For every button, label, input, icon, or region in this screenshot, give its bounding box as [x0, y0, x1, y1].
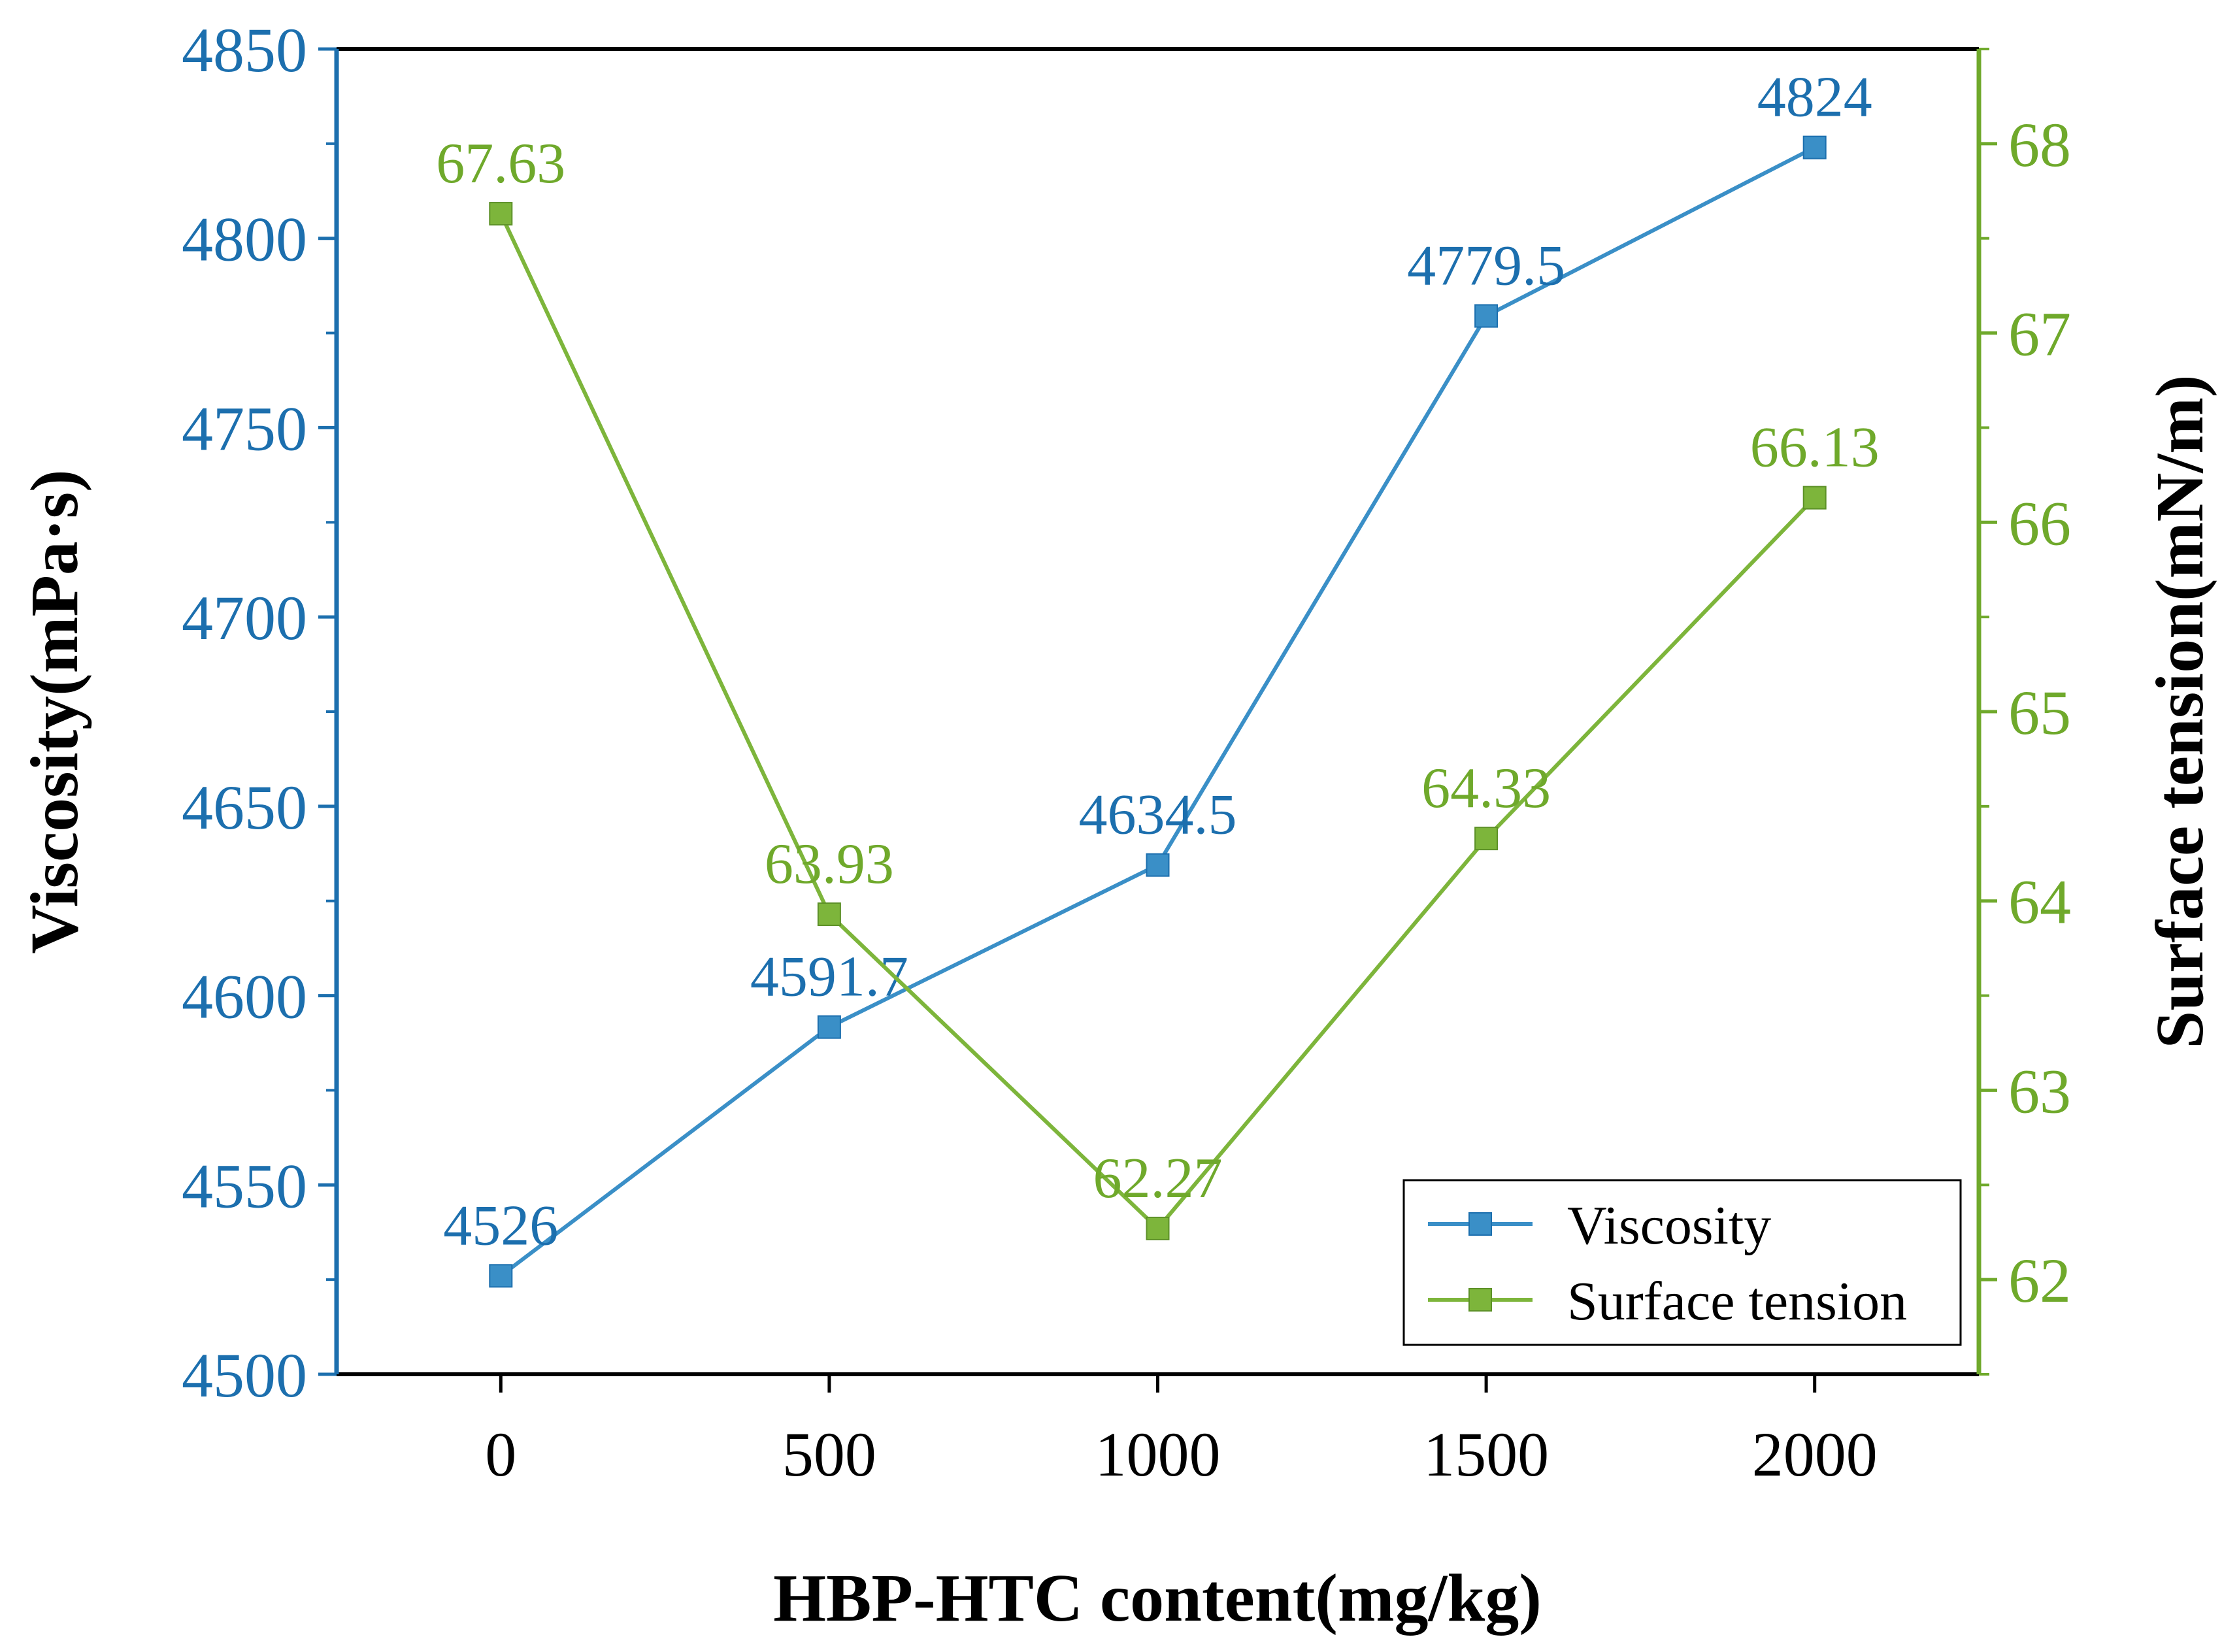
- legend-label-surface-tension: Surface tension: [1567, 1271, 1907, 1332]
- left-y-axis-ticks: 4500 4550 4600 4650 4700 4750 4800 4850: [182, 15, 337, 1410]
- left-y-tick-label: 4800: [182, 205, 307, 274]
- left-y-tick-label: 4750: [182, 393, 307, 463]
- right-y-tick-label: 63: [2008, 1056, 2071, 1126]
- x-tick-label: 0: [485, 1419, 516, 1489]
- series-line-viscosity: [499, 145, 1816, 1278]
- right-y-tick-label: 67: [2008, 299, 2071, 369]
- data-label-viscosity: 4591.7: [750, 946, 908, 1009]
- legend-marker-viscosity: [1468, 1212, 1492, 1236]
- legend-label-viscosity: Viscosity: [1567, 1195, 1771, 1256]
- data-point-surface-tension: [817, 902, 841, 926]
- data-point-surface-tension: [1146, 1216, 1170, 1240]
- legend-marker-surface-tension: [1468, 1288, 1492, 1312]
- data-label-surface-tension: 66.13: [1750, 416, 1880, 480]
- left-y-axis-title: Viscosity(mPa·s): [17, 469, 92, 953]
- legend-box: [1402, 1179, 1962, 1346]
- right-y-tick-label: 62: [2008, 1246, 2071, 1315]
- left-y-tick-label: 4650: [182, 772, 307, 842]
- data-point-surface-tension: [489, 202, 513, 226]
- data-point-viscosity: [817, 1015, 841, 1039]
- data-label-viscosity: 4526: [443, 1194, 558, 1257]
- right-y-tick-label: 68: [2008, 110, 2071, 180]
- legend: Viscosity Surface tension: [1402, 1179, 1962, 1346]
- data-point-viscosity: [1474, 304, 1499, 328]
- data-label-viscosity: 4634.5: [1079, 784, 1237, 847]
- right-y-tick-label: 64: [2008, 867, 2071, 937]
- data-point-surface-tension: [1474, 827, 1499, 851]
- series-layer: 4526 4591.7 4634.5 4779.5 4824 67.63 63.93 62.2…: [436, 66, 1880, 1288]
- x-tick-label: 2000: [1752, 1419, 1878, 1489]
- x-tick-label: 1500: [1423, 1419, 1549, 1489]
- series-line-surface-tension: [499, 212, 1816, 1232]
- left-y-tick-label: 4550: [182, 1151, 307, 1221]
- right-y-tick-label: 66: [2008, 488, 2071, 558]
- data-label-viscosity: 4824: [1757, 66, 1872, 129]
- right-y-axis-ticks: 62 63 64 65 66 67 68: [1979, 48, 2071, 1376]
- data-point-viscosity: [489, 1264, 513, 1288]
- data-point-viscosity: [1802, 135, 1827, 159]
- data-label-surface-tension: 63.93: [765, 833, 894, 896]
- x-axis-ticks: 0 500 1000 1500 2000: [485, 1374, 1878, 1489]
- x-tick-label: 1000: [1095, 1419, 1221, 1489]
- x-axis-title: HBP-HTC content(mg/kg): [773, 1561, 1542, 1636]
- left-y-tick-label: 4500: [182, 1340, 307, 1410]
- data-label-surface-tension: 62.27: [1093, 1147, 1223, 1210]
- data-label-surface-tension: 64.33: [1421, 757, 1551, 820]
- data-label-surface-tension: 67.63: [436, 132, 565, 195]
- left-y-tick-label: 4850: [182, 15, 307, 85]
- right-y-tick-label: 65: [2008, 678, 2071, 748]
- data-label-viscosity: 4779.5: [1407, 234, 1565, 297]
- left-y-tick-label: 4600: [182, 962, 307, 1032]
- data-point-viscosity: [1146, 853, 1170, 877]
- right-y-axis-title: Surface tension(mN/m): [2142, 374, 2217, 1048]
- left-y-tick-label: 4700: [182, 583, 307, 653]
- data-point-surface-tension: [1802, 486, 1827, 510]
- x-tick-label: 500: [782, 1419, 876, 1489]
